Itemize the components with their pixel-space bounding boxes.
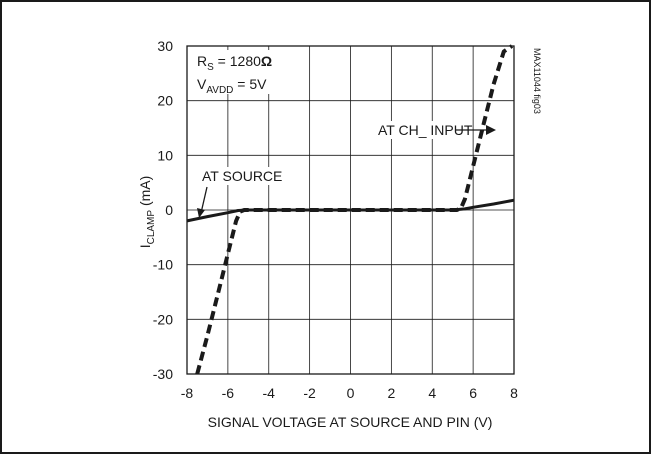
x-tick-label: -4 <box>263 385 276 401</box>
y-tick-label: 20 <box>157 93 173 109</box>
y-tick-label: -10 <box>153 257 173 273</box>
vavdd-label: VAVDD = 5V <box>197 76 267 96</box>
y-tick-label: -20 <box>153 311 173 327</box>
x-tick-label: 8 <box>510 385 518 401</box>
at-source-label: AT SOURCE <box>202 168 282 184</box>
y-tick-label: 0 <box>165 202 173 218</box>
at-source-arrow <box>200 186 208 214</box>
x-axis-label: SIGNAL VOLTAGE AT SOURCE AND PIN (V) <box>208 414 493 430</box>
series-layer <box>186 44 515 375</box>
plot-frame <box>186 45 515 375</box>
at-ch-input-label: AT CH_ INPUT <box>378 122 473 138</box>
at-ch-input-background <box>376 121 470 139</box>
at-ch-input-arrowhead <box>486 125 496 135</box>
y-tick-labels: 30 20 10 0 -10 -20 -30 <box>153 38 173 382</box>
y-tick-label: 10 <box>157 147 173 163</box>
param-label-background <box>193 50 285 94</box>
x-tick-labels: -8 -6 -4 -2 0 2 4 6 8 <box>181 385 518 401</box>
x-tick-label: 6 <box>469 385 477 401</box>
at-source-arrowhead <box>197 208 205 218</box>
y-tick-label: -30 <box>153 366 173 382</box>
series-line-at-source <box>186 198 515 223</box>
y-axis-label: ICLAMP (mA) <box>137 176 157 249</box>
x-tick-label: 0 <box>347 385 355 401</box>
x-tick-label: -8 <box>181 385 194 401</box>
x-tick-label: 4 <box>428 385 436 401</box>
figure-id-label: MAX11044 fig03 <box>532 48 542 114</box>
x-tick-label: 2 <box>387 385 395 401</box>
series-line-at-ch-input <box>195 44 514 375</box>
x-tick-label: -2 <box>303 385 316 401</box>
at-source-background <box>198 167 282 185</box>
rs-label: RS = 1280Ω <box>197 53 272 73</box>
y-tick-label: 30 <box>157 38 173 54</box>
x-tick-label: -6 <box>222 385 235 401</box>
